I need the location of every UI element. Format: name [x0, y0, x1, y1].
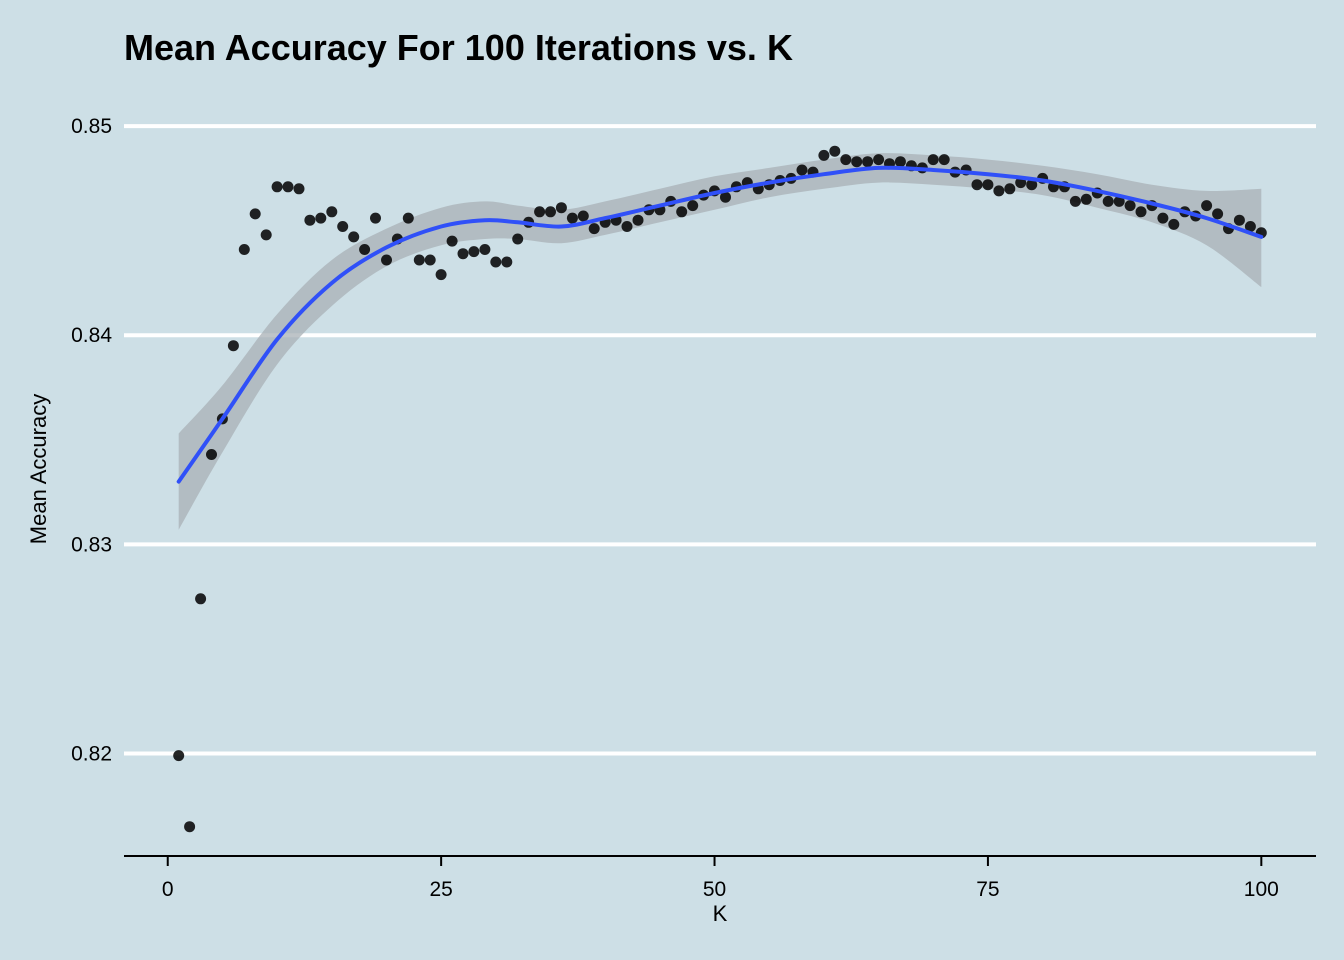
data-point — [621, 221, 633, 232]
x-axis-title: K — [713, 901, 728, 926]
data-point — [993, 185, 1005, 197]
data-point — [1069, 195, 1081, 207]
data-point — [894, 156, 906, 168]
data-point — [304, 214, 316, 226]
data-point — [676, 206, 688, 218]
data-point — [873, 154, 885, 166]
data-point — [982, 179, 994, 191]
chart-title: Mean Accuracy For 100 Iterations vs. K — [124, 27, 793, 68]
data-point — [490, 256, 502, 268]
data-point — [840, 154, 852, 166]
data-point — [720, 191, 731, 203]
data-point — [238, 244, 250, 255]
data-point — [479, 244, 491, 255]
data-point — [534, 206, 546, 218]
x-axis-ticks: 0 25 50 75 100 — [162, 856, 1279, 901]
data-point — [1212, 208, 1224, 220]
data-point — [971, 179, 983, 191]
data-point — [359, 244, 371, 255]
y-axis-ticks: 0.82 0.83 0.84 0.85 — [71, 115, 112, 765]
data-point — [315, 212, 327, 224]
data-point — [862, 156, 874, 168]
data-point — [195, 593, 207, 605]
data-point — [687, 200, 699, 212]
data-point — [545, 206, 556, 218]
data-point — [446, 235, 458, 247]
data-point — [1157, 212, 1169, 224]
data-point — [424, 254, 436, 266]
data-point — [184, 821, 196, 833]
data-point — [381, 254, 392, 266]
data-point — [1080, 193, 1092, 205]
data-point — [1124, 200, 1136, 212]
data-point — [512, 233, 524, 245]
data-point — [206, 449, 217, 460]
x-tick-label: 100 — [1244, 878, 1279, 901]
data-point — [1004, 183, 1016, 195]
smooth-trend-line — [176, 165, 1264, 484]
data-point — [468, 246, 480, 258]
data-point — [1233, 214, 1245, 226]
x-tick-label: 75 — [976, 878, 999, 901]
gridlines — [124, 124, 1316, 756]
data-point — [1113, 195, 1125, 207]
data-point — [282, 181, 294, 193]
data-point — [577, 210, 589, 222]
confidence-band — [178, 153, 1262, 530]
data-point — [796, 164, 808, 176]
y-tick-label: 0.84 — [71, 324, 112, 347]
y-tick-label: 0.85 — [71, 115, 112, 138]
data-point — [326, 206, 338, 218]
data-point — [851, 156, 863, 168]
data-point — [337, 221, 349, 232]
data-point — [588, 223, 600, 235]
x-tick-label: 25 — [429, 878, 452, 901]
data-point — [927, 154, 939, 166]
data-point — [632, 214, 644, 226]
data-point — [501, 256, 513, 268]
data-point — [555, 202, 567, 214]
data-point — [1102, 195, 1114, 207]
y-axis-title: Mean Accuracy — [26, 394, 51, 544]
data-point — [348, 231, 360, 243]
data-point — [829, 145, 841, 157]
data-point — [1244, 221, 1256, 232]
y-tick-label: 0.82 — [71, 743, 112, 766]
data-point — [413, 254, 425, 266]
data-point — [1135, 206, 1147, 218]
data-point — [173, 750, 185, 762]
data-point — [271, 181, 283, 193]
data-point — [260, 229, 272, 241]
data-point — [457, 248, 469, 260]
data-point — [249, 208, 261, 220]
data-point — [435, 269, 447, 281]
data-point — [402, 212, 414, 224]
data-point — [1168, 218, 1180, 230]
data-point — [1201, 200, 1213, 212]
data-point — [293, 183, 305, 195]
data-point — [227, 340, 239, 352]
data-point — [566, 212, 578, 224]
x-tick-label: 0 — [162, 878, 174, 901]
x-tick-label: 50 — [703, 878, 726, 901]
y-tick-label: 0.83 — [71, 533, 112, 556]
data-point — [370, 212, 381, 224]
data-point — [938, 154, 950, 166]
data-point — [818, 149, 830, 161]
data-point — [1026, 179, 1038, 191]
